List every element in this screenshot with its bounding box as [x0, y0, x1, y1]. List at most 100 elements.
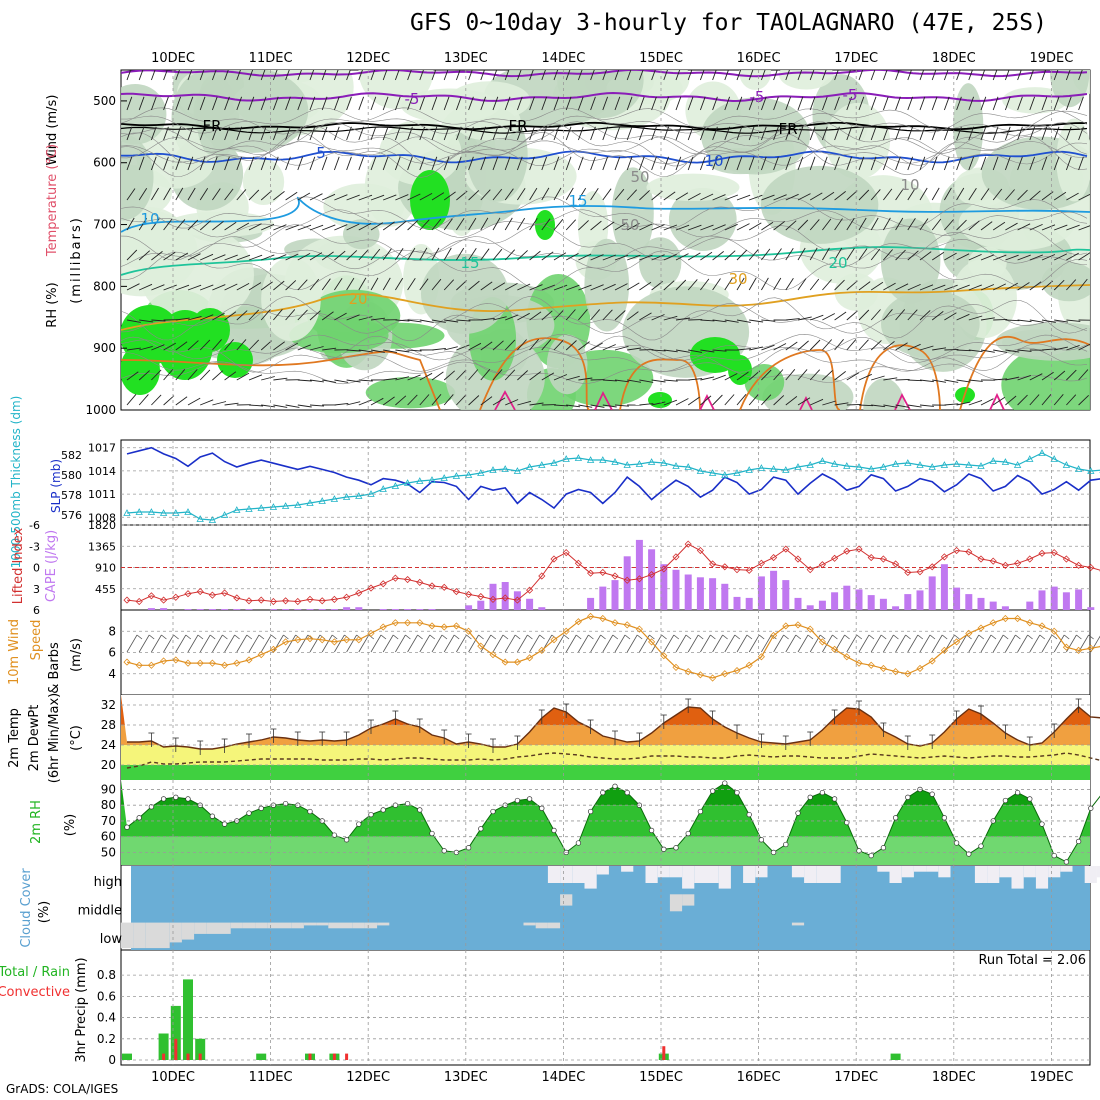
wind-barb — [602, 188, 612, 201]
wind-barb — [468, 126, 474, 141]
wind10-barb-flag — [1039, 634, 1046, 640]
wind-barb — [529, 96, 535, 111]
wind-barb — [517, 217, 526, 231]
cloud-gap — [194, 922, 207, 934]
wind-barb — [870, 281, 884, 291]
wind-barb — [321, 251, 334, 261]
wind-barb — [822, 400, 836, 406]
wind-barb — [919, 126, 926, 141]
temp-band-yellow — [121, 745, 1090, 765]
rh-point — [807, 794, 813, 800]
wind-barb — [980, 156, 987, 171]
wind-barb — [236, 189, 247, 201]
wind10-barb — [870, 634, 882, 653]
wind10-barb-flag — [417, 634, 423, 640]
wind-barb — [797, 126, 804, 141]
run-total-label: Run Total = 2.06 — [978, 953, 1086, 968]
cloud-gap — [560, 866, 573, 883]
wind-barb — [272, 96, 279, 111]
wind-barb — [895, 156, 901, 171]
date-label-bottom: 19DEC — [1029, 1070, 1073, 1085]
wind-barb — [138, 250, 150, 261]
cloud-gap — [181, 922, 195, 940]
temperature-contour — [121, 131, 1088, 178]
wind-barb — [907, 156, 914, 171]
wind-barb — [382, 126, 389, 141]
wind-barb — [126, 70, 132, 81]
cape-bar — [404, 609, 412, 610]
wind-speed-point — [513, 658, 521, 666]
wind-barb — [309, 379, 324, 383]
wind10-barb-flag — [966, 634, 972, 640]
wind-barb — [200, 284, 214, 291]
cape-bar — [1001, 606, 1009, 610]
wind-barb — [614, 222, 628, 231]
wind-barb — [504, 283, 518, 291]
rh-fill-group — [121, 780, 1090, 865]
wind-barb — [382, 277, 391, 291]
thickness-point — [379, 485, 387, 492]
wind-barb — [199, 96, 206, 111]
cloud-gap — [1023, 866, 1036, 878]
rh-blob — [881, 290, 980, 358]
wind-barb — [943, 156, 950, 171]
wind10-barb — [346, 634, 357, 653]
wind-barb — [383, 194, 397, 201]
cloud-gap — [743, 866, 756, 883]
wind-barb — [309, 70, 315, 81]
wind10-barb — [504, 634, 516, 653]
wind10-barb-flag — [1027, 634, 1033, 640]
wind-barb — [602, 379, 617, 382]
wind-barb — [846, 280, 858, 291]
wind10-barb — [285, 634, 296, 653]
rh-blob — [880, 218, 941, 304]
wind-barb — [724, 394, 735, 406]
contour-label: 10 — [140, 210, 159, 228]
wind-barb — [126, 188, 136, 201]
rh-blob — [668, 187, 737, 252]
wind10-barb-flag — [941, 634, 948, 640]
wind-barb — [1053, 156, 1060, 171]
wind-barb — [553, 156, 560, 171]
cape-bar — [965, 594, 973, 610]
rh-tick-label: 90 — [101, 782, 116, 796]
wind-barb — [932, 347, 947, 351]
wind-barb — [566, 375, 580, 381]
cape-bar — [208, 609, 216, 610]
wind-speed-point — [928, 657, 936, 665]
cape-bar — [928, 576, 936, 610]
wind-barb — [602, 221, 615, 231]
wind-barb — [931, 96, 938, 111]
wind-barb — [504, 126, 511, 141]
wind-barb — [956, 156, 962, 171]
wind-barb — [761, 319, 776, 322]
wind-barb — [529, 218, 538, 231]
wind-barb — [614, 188, 625, 201]
wind-speed-point — [123, 658, 131, 666]
wind-barb — [358, 96, 365, 111]
cape-bar — [843, 585, 851, 610]
wind10-barb-flag — [954, 634, 960, 640]
wind-barb — [358, 277, 367, 291]
wind-barb — [248, 339, 260, 351]
rh-blob — [136, 126, 216, 189]
li-point — [135, 597, 143, 606]
wind-barb — [1066, 369, 1077, 381]
wind-barb — [565, 187, 574, 201]
wind-speed-line — [126, 615, 1100, 679]
wind-barb — [297, 344, 311, 351]
wind-barb — [334, 194, 348, 201]
wind-barb — [651, 70, 656, 81]
thickness-point — [1001, 458, 1010, 465]
temp-tick-label: 20 — [101, 758, 116, 772]
cloud-gap — [645, 866, 658, 883]
wind-barb — [175, 96, 182, 111]
wind-barb — [346, 314, 360, 321]
wind-speed-point — [843, 653, 851, 661]
wind-barb — [638, 70, 644, 81]
wind10-barb-flag — [868, 634, 875, 640]
wind-barb — [663, 70, 668, 81]
wind-barb — [590, 342, 603, 351]
thickness-point — [635, 460, 644, 467]
wind-speed-point — [806, 625, 814, 633]
